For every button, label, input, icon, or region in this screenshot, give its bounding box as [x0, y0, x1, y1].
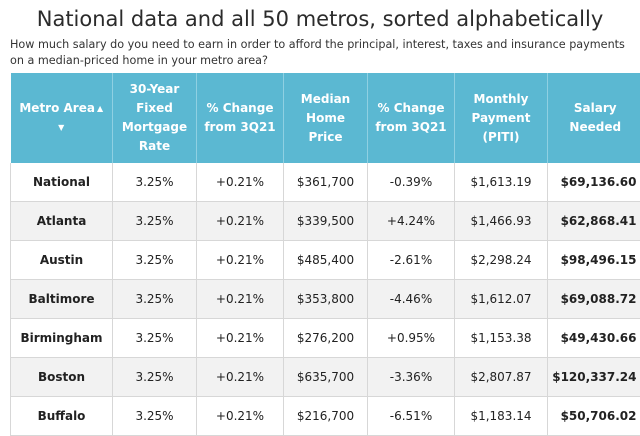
cell-salary: $62,868.41 — [548, 202, 640, 241]
cell-payment: $1,613.19 — [455, 163, 548, 202]
table-body: National 3.25% +0.21% $361,700 -0.39% $1… — [11, 163, 640, 436]
cell-rate-change: +0.21% — [197, 358, 284, 397]
cell-rate: 3.25% — [113, 241, 197, 280]
cell-price-change: -3.36% — [368, 358, 455, 397]
page-title: National data and all 50 metros, sorted … — [0, 5, 640, 33]
table-header-row: Metro Area▲▼ 30-Year Fixed Mortgage Rate… — [11, 73, 640, 163]
column-header-price[interactable]: Median Home Price — [284, 73, 368, 163]
cell-price-change: +0.95% — [368, 319, 455, 358]
cell-price: $361,700 — [284, 163, 368, 202]
cell-rate: 3.25% — [113, 319, 197, 358]
column-header-payment[interactable]: Monthly Payment (PITI) — [455, 73, 548, 163]
cell-rate-change: +0.21% — [197, 241, 284, 280]
cell-price-change: -0.39% — [368, 163, 455, 202]
cell-rate: 3.25% — [113, 358, 197, 397]
cell-price: $485,400 — [284, 241, 368, 280]
cell-salary: $98,496.15 — [548, 241, 640, 280]
cell-metro: Austin — [11, 241, 113, 280]
cell-payment: $1,466.93 — [455, 202, 548, 241]
cell-metro: Buffalo — [11, 397, 113, 436]
cell-payment: $2,298.24 — [455, 241, 548, 280]
cell-rate-change: +0.21% — [197, 280, 284, 319]
cell-payment: $2,807.87 — [455, 358, 548, 397]
cell-price: $635,700 — [284, 358, 368, 397]
cell-salary: $69,088.72 — [548, 280, 640, 319]
column-header-rate[interactable]: 30-Year Fixed Mortgage Rate — [113, 73, 197, 163]
cell-price: $216,700 — [284, 397, 368, 436]
cell-rate-change: +0.21% — [197, 163, 284, 202]
cell-salary: $50,706.02 — [548, 397, 640, 436]
cell-price: $276,200 — [284, 319, 368, 358]
cell-rate: 3.25% — [113, 163, 197, 202]
cell-price: $339,500 — [284, 202, 368, 241]
cell-price-change: -6.51% — [368, 397, 455, 436]
column-header-price-change[interactable]: % Change from 3Q21 — [368, 73, 455, 163]
column-header-metro[interactable]: Metro Area▲▼ — [11, 73, 113, 163]
cell-price-change: -2.61% — [368, 241, 455, 280]
cell-salary: $49,430.66 — [548, 319, 640, 358]
table-row: Baltimore 3.25% +0.21% $353,800 -4.46% $… — [11, 280, 640, 319]
table-row: Birmingham 3.25% +0.21% $276,200 +0.95% … — [11, 319, 640, 358]
table-row: Buffalo 3.25% +0.21% $216,700 -6.51% $1,… — [11, 397, 640, 436]
table-row: Atlanta 3.25% +0.21% $339,500 +4.24% $1,… — [11, 202, 640, 241]
cell-metro: National — [11, 163, 113, 202]
table-row: Boston 3.25% +0.21% $635,700 -3.36% $2,8… — [11, 358, 640, 397]
column-header-rate-change[interactable]: % Change from 3Q21 — [197, 73, 284, 163]
cell-salary: $120,337.24 — [548, 358, 640, 397]
salary-table: Metro Area▲▼ 30-Year Fixed Mortgage Rate… — [10, 73, 640, 436]
cell-price-change: +4.24% — [368, 202, 455, 241]
cell-payment: $1,612.07 — [455, 280, 548, 319]
cell-rate: 3.25% — [113, 280, 197, 319]
table-row: National 3.25% +0.21% $361,700 -0.39% $1… — [11, 163, 640, 202]
cell-rate: 3.25% — [113, 202, 197, 241]
cell-metro: Boston — [11, 358, 113, 397]
table-row: Austin 3.25% +0.21% $485,400 -2.61% $2,2… — [11, 241, 640, 280]
cell-rate-change: +0.21% — [197, 202, 284, 241]
cell-rate-change: +0.21% — [197, 397, 284, 436]
column-header-label: Metro Area — [19, 101, 95, 115]
cell-metro: Atlanta — [11, 202, 113, 241]
cell-salary: $69,136.60 — [548, 163, 640, 202]
cell-metro: Birmingham — [11, 319, 113, 358]
cell-metro: Baltimore — [11, 280, 113, 319]
page-subtitle: How much salary do you need to earn in o… — [10, 37, 640, 69]
cell-rate: 3.25% — [113, 397, 197, 436]
cell-rate-change: +0.21% — [197, 319, 284, 358]
cell-payment: $1,183.14 — [455, 397, 548, 436]
column-header-salary[interactable]: Salary Needed — [548, 73, 640, 163]
cell-payment: $1,153.38 — [455, 319, 548, 358]
cell-price-change: -4.46% — [368, 280, 455, 319]
cell-price: $353,800 — [284, 280, 368, 319]
